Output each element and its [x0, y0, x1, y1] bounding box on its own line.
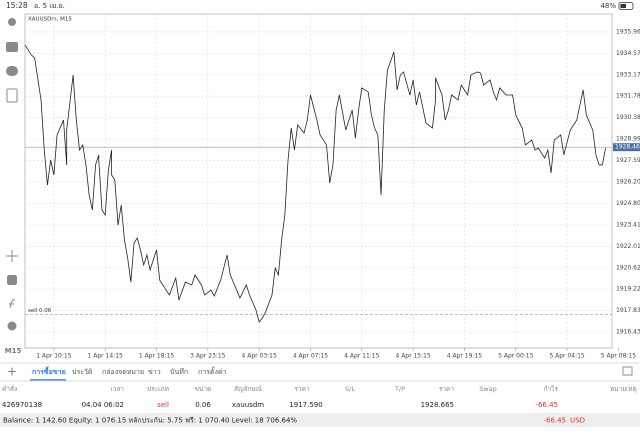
- tool-icon[interactable]: [9, 299, 16, 309]
- y-tick-label: 1934.570: [616, 50, 640, 57]
- tool-icon[interactable]: [6, 250, 18, 262]
- y-tick-label: 1924.805: [616, 200, 640, 207]
- tool-icon[interactable]: [7, 321, 17, 331]
- status-battery: 48%: [600, 2, 616, 10]
- tab[interactable]: กล่องจดหมาย: [102, 368, 144, 376]
- x-tick-label: 4 Apr 11:15: [344, 353, 379, 360]
- column-header: ราคา: [439, 385, 454, 393]
- tab[interactable]: ประวัติ: [72, 368, 93, 376]
- y-tick-label: 1922.015: [616, 243, 640, 250]
- cell: 04.04 06:02: [82, 401, 124, 409]
- column-header: ประเภท: [147, 385, 169, 393]
- x-tick-label: 4 Apr 03:15: [242, 353, 277, 360]
- column-header: สัญลักษณ์: [234, 385, 262, 393]
- x-tick-label: 5 Apr 04:15: [549, 353, 584, 360]
- tab[interactable]: บันทึก: [170, 367, 188, 376]
- column-header: ราคา: [294, 385, 309, 393]
- column-header: คำสั่ง: [2, 384, 17, 393]
- tool-icon[interactable]: [8, 18, 16, 26]
- tabs: การซื้อขาย ประวัติ กล่องจดหมาย ข่าว บันทึก กา…: [30, 365, 227, 381]
- timeframe[interactable]: M15: [5, 347, 22, 355]
- chart-symbol: XAUUSDm, M15: [28, 17, 72, 23]
- status-date: อ. 5 เม.ย.: [34, 2, 65, 10]
- cell: 426970138: [2, 401, 42, 409]
- footer-summary: Balance: 1 142.60 Equity: 1 076.15 หลักป…: [3, 417, 297, 425]
- tool-icon[interactable]: [6, 88, 18, 103]
- x-tick-label: 1 Apr 14:15: [88, 353, 123, 360]
- tab[interactable]: การตั้งค่า: [198, 365, 227, 376]
- y-tick-label: 1920.620: [616, 264, 640, 271]
- menu-icon[interactable]: [622, 366, 633, 376]
- x-tick-label: 3 Apr 23:15: [190, 353, 225, 360]
- y-tick-label: 1931.780: [616, 93, 640, 100]
- price-tag: [613, 143, 640, 152]
- x-tick-label: 1 Apr 10:15: [36, 353, 71, 360]
- footer-bar: [0, 413, 640, 427]
- x-tick-label: 1 Apr 18:15: [139, 353, 174, 360]
- tab[interactable]: ข่าว: [148, 368, 161, 376]
- price-label: 1928.465: [615, 144, 640, 151]
- cell: 1917.590: [289, 401, 322, 409]
- column-header: หมายเหตุ: [610, 385, 637, 393]
- left-toolbar: [6, 18, 18, 331]
- cell: xauusdm: [232, 401, 264, 409]
- y-tick-label: 1928.990: [616, 136, 640, 143]
- y-tick-label: 1927.595: [616, 157, 640, 164]
- y-tick-label: 1933.175: [616, 71, 640, 78]
- column-header: เวลา: [110, 385, 124, 393]
- status-time: 15:28: [6, 1, 28, 10]
- x-tick-label: 4 Apr 07:15: [293, 353, 328, 360]
- tab[interactable]: การซื้อขาย: [32, 365, 66, 376]
- column-header: Swap: [479, 385, 497, 393]
- battery-level: [620, 4, 626, 8]
- battery-icon: [618, 2, 634, 10]
- column-header: T/P: [394, 385, 405, 393]
- y-tick-label: 1935.965: [616, 28, 640, 35]
- y-tick-label: 1926.200: [616, 178, 640, 185]
- tool-icon[interactable]: [6, 42, 18, 52]
- column-header: กำไร: [544, 385, 559, 393]
- y-tick-label: 1916.435: [616, 329, 640, 336]
- x-tick-label: 5 Apr 08:15: [601, 353, 636, 360]
- y-tick-label: 1917.830: [616, 307, 640, 314]
- cell: 1928.665: [421, 401, 454, 409]
- column-header: ขนาด: [195, 385, 212, 393]
- column-header: S/L: [345, 385, 355, 393]
- tool-icon[interactable]: [6, 66, 18, 76]
- plot: 1916.435 1917.830 1919.225 1920.620 1922.015…: [24, 14, 640, 360]
- footer-profit: -66.45: [543, 417, 566, 425]
- chart-frame: [24, 13, 613, 349]
- y-tick-label: 1930.385: [616, 114, 640, 121]
- price-line-series: [24, 44, 606, 323]
- tool-icon[interactable]: [7, 275, 17, 285]
- x-tick-label: 5 Apr 00:15: [498, 353, 533, 360]
- x-tick-label: 4 Apr 15:15: [395, 353, 430, 360]
- add-button[interactable]: +: [7, 365, 17, 379]
- cell: sell: [157, 401, 169, 409]
- x-tick-label: 4 Apr 19:15: [447, 353, 482, 360]
- y-tick-label: 1923.41: [616, 221, 640, 228]
- cell: -66.45: [535, 401, 558, 409]
- order-label: sell 0.06: [28, 308, 52, 314]
- y-tick-label: 1919.225: [616, 286, 640, 293]
- footer-currency: USD: [570, 417, 585, 425]
- table: คำสั่ง เวลา ประเภท ขนาด สัญลักษณ์ ราคา S/L T/P ร…: [2, 384, 637, 409]
- cell: 0.06: [195, 401, 211, 409]
